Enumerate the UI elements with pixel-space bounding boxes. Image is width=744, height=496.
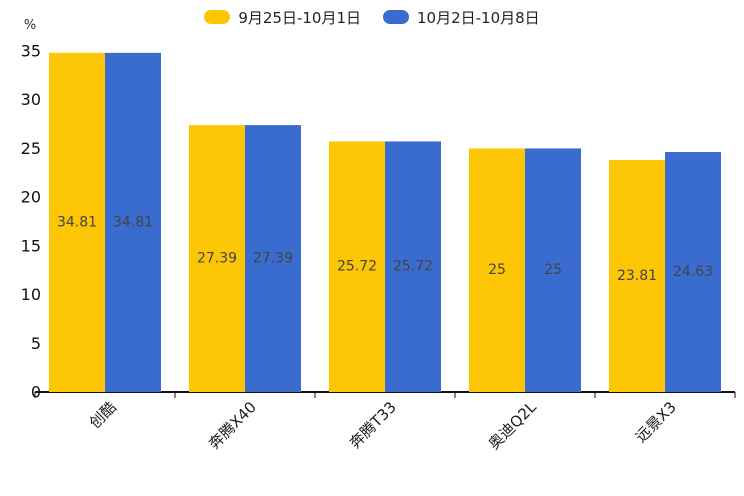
bar-value-label: 23.81 bbox=[617, 268, 657, 284]
bar-value-label: 27.39 bbox=[197, 251, 237, 267]
bar-week1[interactable] bbox=[189, 125, 245, 393]
bar-week1[interactable] bbox=[49, 52, 105, 393]
bar-week2[interactable] bbox=[385, 141, 441, 392]
bar-week1[interactable] bbox=[469, 148, 525, 392]
bar-value-label: 27.39 bbox=[253, 251, 293, 267]
bar-value-label: 24.63 bbox=[673, 264, 713, 280]
bar-week2[interactable] bbox=[665, 152, 721, 392]
y-tick-label: 10 bbox=[21, 285, 41, 304]
x-category-label: 奥迪Q2L bbox=[485, 398, 540, 453]
legend-label-week1: 9月25日-10月1日 bbox=[238, 8, 361, 27]
y-tick-label: 35 bbox=[21, 42, 41, 61]
y-tick-label: 25 bbox=[21, 139, 41, 158]
legend-swatch-week1-icon bbox=[204, 10, 231, 24]
bar-value-label: 25 bbox=[544, 262, 562, 278]
bar-week1[interactable] bbox=[329, 141, 385, 392]
legend-item-week1[interactable]: 9月25日-10月1日 bbox=[204, 7, 361, 28]
bar-value-label: 25.72 bbox=[393, 259, 433, 275]
y-tick-label: 30 bbox=[21, 90, 41, 109]
y-axis-unit-label: % bbox=[24, 18, 36, 33]
bar-value-label: 25.72 bbox=[337, 259, 377, 275]
bar-week2[interactable] bbox=[105, 52, 161, 393]
bar-value-label: 34.81 bbox=[57, 214, 97, 230]
x-category-label: 奔腾T33 bbox=[346, 398, 400, 452]
x-category-label: 创酷 bbox=[86, 398, 120, 432]
y-tick-label: 5 bbox=[31, 334, 41, 353]
y-tick-label: 15 bbox=[21, 236, 41, 255]
x-category-label: 远景X3 bbox=[632, 398, 680, 446]
bar-value-label: 25 bbox=[488, 262, 506, 278]
bar-week1[interactable] bbox=[609, 160, 665, 392]
bar-value-label: 34.81 bbox=[113, 214, 153, 230]
x-category-label: 奔腾X40 bbox=[205, 398, 260, 453]
legend-label-week2: 10月2日-10月8日 bbox=[417, 8, 540, 27]
legend-swatch-week2-icon bbox=[383, 10, 409, 24]
legend-item-week2[interactable]: 10月2日-10月8日 bbox=[383, 7, 540, 28]
y-tick-label: 20 bbox=[21, 188, 41, 207]
bar-week2[interactable] bbox=[245, 125, 301, 393]
bar-week2[interactable] bbox=[525, 148, 581, 392]
legend: 9月25日-10月1日 10月2日-10月8日 bbox=[0, 6, 744, 28]
